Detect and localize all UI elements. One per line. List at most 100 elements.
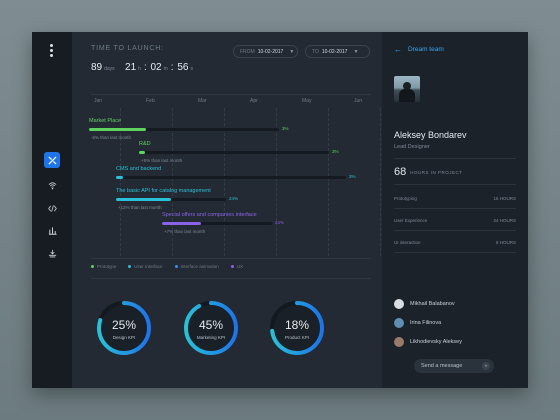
gridline [380,108,381,256]
month-label: May [302,98,312,104]
divider [394,252,516,253]
task-name[interactable]: CMS and backend [116,166,162,172]
profile-name: Aleksey Bondarev [394,130,467,140]
kpi-ring [184,301,238,355]
month-label: Apr [250,98,258,104]
date-to-label: TO [312,48,319,55]
month-label: Jun [354,98,363,104]
task-delta: +7% than last month [164,229,206,234]
kpi-gauge: 25% Design KPI [96,300,152,356]
skill-row: Prototyping 16 HOURS [394,196,516,201]
avatar [394,299,404,309]
hours-unit: h [138,66,141,72]
legend-label: UX [236,264,244,269]
legend-dot [174,265,178,269]
send-message-button[interactable]: Send a message ➤ [414,359,494,373]
task-progress-bar[interactable] [116,198,226,201]
date-from-value: 10-02-2017 [257,48,284,55]
task-progress-bar[interactable] [116,176,346,179]
kpi-ring [97,301,151,355]
hours-label: HOURS IN PROJECT [410,169,463,175]
message-placeholder: Send a message [421,363,463,369]
task-delta: +5% than last month [141,158,183,163]
gridline [276,108,277,256]
task-name[interactable]: Special offers and companies interface [162,212,257,218]
legend-dot [230,265,234,269]
legend-label: Interface animation [180,264,219,269]
divider [394,208,516,209]
task-progress-bar[interactable] [162,222,272,225]
team-panel: ← Dream team Aleksey Bondarev Lead Desig… [382,32,528,388]
launch-title: TIME TO LAUNCH: [91,45,164,52]
minutes-unit: m [163,66,168,72]
code-icon[interactable] [44,200,60,216]
date-to-value: 10-02-2017 [321,48,348,55]
month-label: Jan [94,98,103,104]
icon-rail [32,32,72,388]
task-progress-fill [139,151,145,154]
date-to-select[interactable]: TO 10-02-2017 ▼ [305,45,370,58]
legend-item: User Interface [128,264,163,269]
kpi-gauge: 18% Product KPI [269,300,325,356]
legend-dot [128,265,132,269]
task-name[interactable]: The basic API for catalog management [116,188,211,194]
month-label: Feb [146,98,155,104]
task-percent: 24% [275,220,285,225]
send-icon: ➤ [482,362,490,370]
chevron-down-icon: ▼ [353,48,359,55]
divider [394,184,516,185]
countdown-seconds: 56 [177,62,189,73]
arrow-left-icon[interactable]: ← [394,45,402,54]
task-delta: -5% than last month [91,135,132,140]
task-name[interactable]: R&D [139,141,151,147]
task-name[interactable]: Market Place [89,118,122,124]
gridline [172,108,173,256]
task-progress-bar[interactable] [139,151,329,154]
task-progress-fill [162,222,201,225]
stack-icon[interactable] [44,245,60,261]
gridline [120,108,121,256]
member-name: Irina Filinova [410,320,442,326]
month-label: Mar [198,98,207,104]
skill-hours: 24 HOURS [493,218,516,223]
kpi-ring-arc [184,301,238,355]
chart-icon[interactable] [44,222,60,238]
task-progress-fill [116,198,171,201]
divider [91,278,371,279]
task-progress-bar[interactable] [89,128,279,131]
divider [91,258,371,259]
kpi-label: Product KPI [284,335,309,340]
legend-label: Prototype [97,264,117,269]
countdown-hours: 21 [125,62,137,73]
kpi-ring-arc [270,301,324,355]
kpi-ring-arc [97,301,151,355]
tools-icon[interactable] [44,152,60,168]
team-member[interactable]: Mikhail Balabanov [394,299,455,309]
task-percent: 24% [229,196,239,201]
hours-value: 68 [394,166,407,178]
skill-row: UI interaction 8 HOURS [394,240,516,245]
skill-row: User Experience 24 HOURS [394,218,516,223]
team-member[interactable]: Likhodievsky Aleksey [394,337,462,347]
team-member[interactable]: Irina Filinova [394,318,441,328]
dashboard-window: TIME TO LAUNCH: 89 days 21 h: 02 m: 56 s FRO… [32,32,528,388]
task-progress-fill [116,176,123,179]
gridline [224,108,225,256]
skill-hours: 8 HOURS [495,240,516,245]
main-content: TIME TO LAUNCH: 89 days 21 h: 02 m: 56 s FRO… [72,32,382,388]
member-name: Likhodievsky Aleksey [410,339,462,345]
task-delta: +12% than last month [118,205,162,210]
skill-name: Prototyping [394,196,417,201]
skill-name: UI interaction [394,240,421,245]
legend-item: UX [230,264,244,269]
date-from-select[interactable]: FROM 10-02-2017 ▼ [233,45,298,58]
avatar [394,337,404,347]
menu-dots-icon[interactable] [50,44,54,59]
task-percent: 3% [349,174,356,179]
profile-photo [394,76,420,102]
wifi-icon[interactable] [44,177,60,193]
gridline [328,108,329,256]
divider [91,94,371,95]
countdown-minutes: 02 [150,62,162,73]
days-unit: days [104,66,115,72]
